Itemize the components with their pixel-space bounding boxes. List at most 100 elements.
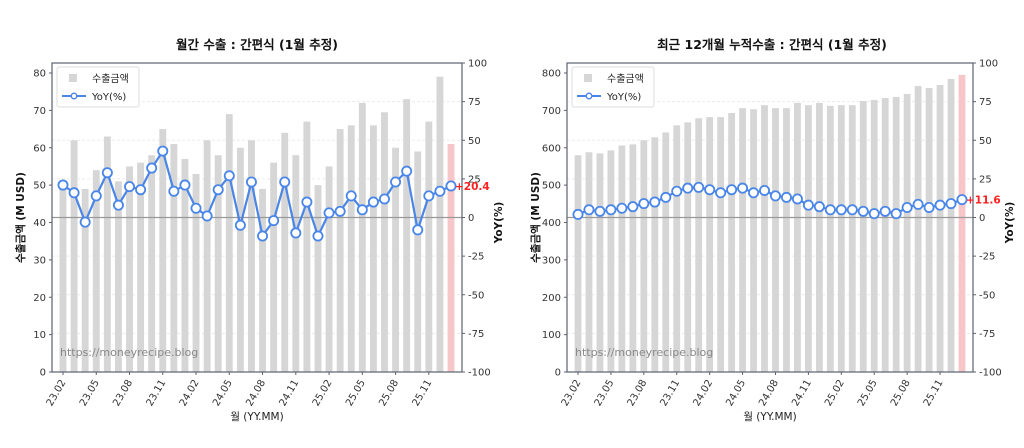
y-tick-label: 800	[542, 69, 561, 80]
bar	[92, 170, 100, 372]
y-tick-label: 50	[33, 181, 46, 192]
bar	[447, 144, 455, 372]
y-axis-right-ticks: -100 -75 -50 -25 0 25 50 75 100	[973, 59, 1002, 379]
x-axis-label: 월 (YY.MM)	[230, 411, 283, 423]
bar	[126, 166, 133, 372]
y-axis-left-ticks: 0 100 200 300 400 500 600 700 800	[542, 69, 567, 379]
bar	[596, 153, 604, 372]
y2-tick-label: -25	[979, 252, 995, 263]
yoy-marker	[890, 208, 902, 220]
legend-bar-swatch-icon	[69, 74, 77, 82]
y-tick-label: 300	[542, 255, 561, 266]
y-tick-label: 70	[33, 106, 46, 117]
yoy-marker	[923, 201, 935, 213]
bar	[414, 151, 422, 372]
yoy-marker	[934, 199, 946, 211]
y-tick-label: 60	[33, 143, 46, 154]
yoy-marker	[356, 204, 368, 216]
legend-label-yoy: YoY(%)	[91, 92, 126, 103]
y-tick-label: 80	[33, 69, 46, 80]
bar	[717, 117, 725, 372]
yoy-marker	[901, 201, 913, 213]
bar	[640, 140, 648, 372]
yoy-marker	[627, 201, 639, 213]
legend-marker-icon	[70, 92, 78, 100]
y-tick-label: 400	[542, 218, 561, 229]
y2-tick-label: -50	[979, 290, 995, 301]
y-axis-left-label: 수출금액 (M USD)	[14, 172, 27, 263]
bar	[70, 140, 78, 372]
bar	[192, 173, 200, 372]
yoy-marker	[616, 202, 628, 214]
chart-title: 최근 12개월 누적수출 : 간편식 (1월 추정)	[657, 37, 887, 52]
x-tick-label: 25.11	[922, 378, 946, 408]
bar	[159, 129, 167, 372]
yoy-marker	[802, 199, 814, 211]
yoy-marker	[135, 184, 147, 196]
y-tick-label: 10	[33, 330, 46, 341]
y2-tick-label: 25	[468, 174, 481, 185]
x-axis-label: 월 (YY.MM)	[743, 411, 796, 423]
yoy-marker	[824, 204, 836, 216]
yoy-marker	[423, 190, 435, 202]
bar	[881, 98, 889, 372]
x-tick-label: 24.02	[691, 378, 715, 408]
yoy-marker	[57, 179, 69, 191]
bar	[673, 125, 681, 372]
yoy-marker	[157, 145, 169, 157]
bar	[81, 188, 89, 372]
x-tick-label: 24.05	[211, 378, 235, 408]
yoy-marker	[190, 202, 202, 214]
yoy-marker	[572, 208, 584, 220]
bar	[59, 185, 67, 372]
yoy-marker	[660, 191, 672, 203]
y-tick-label: 500	[542, 181, 561, 192]
x-tick-label: 24.08	[757, 378, 781, 408]
x-tick-label: 23.02	[560, 378, 584, 408]
yoy-marker	[245, 176, 257, 188]
bar	[181, 158, 189, 372]
last-yoy-value-label: +20.4	[455, 181, 490, 193]
bar	[651, 137, 659, 372]
x-tick-label: 25.02	[823, 378, 847, 408]
yoy-marker	[212, 184, 224, 196]
x-tick-label: 25.11	[411, 378, 435, 408]
bar	[728, 112, 736, 373]
y-axis-left-label: 수출금액 (M USD)	[529, 172, 542, 263]
y-tick-label: 0	[40, 368, 46, 379]
y-tick-label: 200	[542, 293, 561, 304]
yoy-marker	[279, 176, 291, 188]
watermark: https://moneyrecipe.blog	[575, 346, 713, 359]
bar	[848, 105, 856, 372]
bar	[783, 108, 790, 372]
y2-tick-label: 50	[468, 136, 481, 147]
bar	[607, 150, 615, 372]
legend-label-export: 수출금액	[607, 73, 644, 85]
rolling-12m-export-chart: 최근 12개월 누적수출 : 간편식 (1월 추정) https://money…	[529, 37, 1016, 423]
yoy-marker	[813, 201, 825, 213]
x-tick-label: 25.05	[344, 378, 368, 408]
y2-tick-label: -50	[468, 290, 484, 301]
yoy-marker	[201, 210, 213, 222]
x-tick-label: 25.02	[311, 378, 335, 408]
y-tick-label: 100	[542, 330, 561, 341]
bar	[248, 140, 255, 372]
bar	[214, 155, 222, 372]
bar	[925, 87, 933, 372]
export-bars	[59, 76, 455, 373]
yoy-marker	[737, 182, 749, 194]
yoy-marker	[726, 184, 738, 196]
yoy-marker	[583, 204, 595, 216]
y2-tick-label: -100	[979, 368, 1002, 379]
y-tick-label: 40	[33, 218, 46, 229]
yoy-marker	[912, 198, 924, 210]
y-tick-label: 600	[542, 143, 561, 154]
y-axis-right-label: YoY(%)	[1004, 202, 1016, 245]
yoy-marker	[846, 204, 858, 216]
y2-tick-label: 25	[979, 174, 992, 185]
bar	[392, 147, 400, 372]
yoy-marker	[715, 187, 727, 199]
bar	[403, 99, 411, 372]
yoy-line	[57, 145, 457, 242]
x-tick-label: 23.05	[593, 378, 617, 408]
